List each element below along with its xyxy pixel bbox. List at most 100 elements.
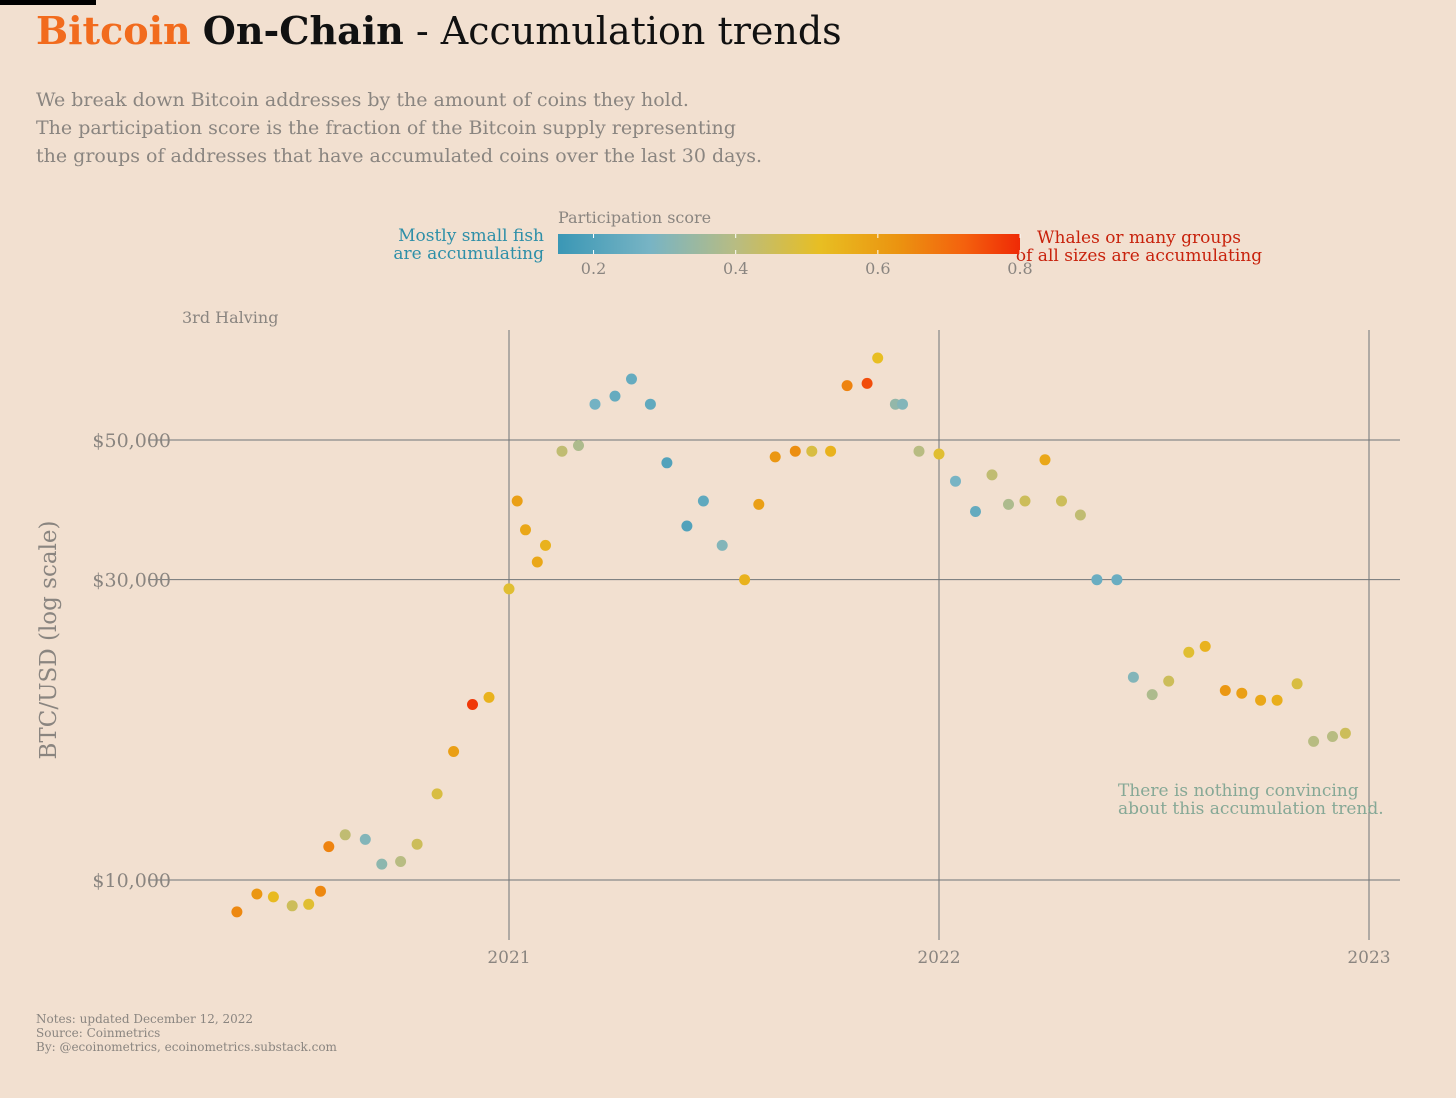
data-point [483,691,495,703]
footer-line: By: @ecoinometrics, ecoinometrics.substa… [36,1040,337,1054]
legend-tick-label: 0.2 [581,259,606,278]
data-point [681,520,693,532]
data-point [1127,671,1139,683]
legend: Participation score Mostly small fish ar… [393,208,1262,278]
data-point [1019,495,1031,507]
data-point [231,906,243,918]
data-point [339,829,351,841]
data-point [359,833,371,845]
data-point [950,475,961,487]
data-point [286,900,298,912]
page-title: Bitcoin On-Chain - Accumulation trends [36,8,842,53]
data-point [315,885,326,897]
data-point [970,506,981,517]
data-point [872,352,884,364]
data-point [411,838,423,850]
data-point [531,556,543,568]
data-point [789,445,801,457]
y-tick-label: $10,000 [92,870,171,892]
data-point [825,445,837,457]
y-axis-tick-labels: $10,000 $30,000 $50,000 [92,430,171,892]
data-point [913,445,925,457]
data-point [1291,678,1303,690]
data-point [644,398,656,410]
legend-right-label: of all sizes are accumulating [1016,246,1262,266]
x-tick-label: 2022 [917,948,960,968]
gridlines [148,330,1400,940]
data-point [661,457,673,469]
data-point [753,498,765,510]
title-rest: - Accumulation trends [403,9,842,53]
data-point [573,440,584,451]
data-point [897,398,908,410]
x-tick-label: 2021 [487,948,530,968]
data-point [1163,675,1175,687]
data-point [1327,731,1338,742]
data-point [376,858,388,870]
x-axis-tick-labels: 2021 2022 2023 [487,948,1390,968]
data-point [448,746,460,757]
legend-gradient-bar [558,234,1020,254]
data-point [1091,574,1103,586]
data-point [986,469,998,481]
data-points [231,352,1351,918]
halving-annotation: 3rd Halving [182,308,278,327]
data-point [1219,685,1231,696]
data-point [511,495,523,507]
subtitle-line: We break down Bitcoin addresses by the a… [36,89,689,111]
subtitle: We break down Bitcoin addresses by the a… [36,86,762,170]
data-point [1146,689,1158,701]
data-point [467,699,478,710]
data-point [861,377,873,389]
annotation-note: about this accumulation trend. [1118,799,1384,819]
data-point [1199,640,1211,652]
data-point [1003,498,1014,510]
legend-right-label: Whales or many groups [1037,228,1241,248]
data-point [1111,574,1123,586]
data-point [1074,509,1086,521]
data-point [503,583,515,595]
legend-left-label: Mostly small fish [398,226,544,246]
data-point [609,390,621,402]
data-point [1183,646,1195,658]
footer: Notes: updated December 12, 2022 Source:… [36,1012,337,1054]
title-brand: Bitcoin [36,8,191,53]
data-point [716,539,728,551]
data-point [251,888,263,900]
legend-title: Participation score [558,208,711,227]
data-point [841,380,853,392]
data-point [267,891,279,903]
x-tick-label: 2023 [1347,948,1390,968]
data-point [933,448,945,460]
data-point [1039,454,1051,466]
top-accent-bar [0,0,96,5]
data-point [806,445,818,457]
legend-left-label: are accumulating [393,244,544,264]
annotation-note: There is nothing convincing [1118,781,1359,801]
data-point [431,788,443,800]
title-main: On-Chain [202,8,404,53]
data-point [1255,694,1267,706]
data-point [1339,727,1351,739]
data-point [1271,694,1283,706]
footer-line: Notes: updated December 12, 2022 [36,1012,254,1026]
data-point [739,574,751,586]
legend-tick-label: 0.4 [723,259,748,278]
data-point [626,373,637,385]
legend-tick-label: 0.8 [1007,259,1032,278]
data-point [1236,687,1248,699]
data-point [323,841,335,853]
subtitle-line: the groups of addresses that have accumu… [36,145,763,167]
footer-line: Source: Coinmetrics [36,1026,161,1040]
data-point [520,524,531,536]
data-point [303,898,315,910]
y-tick-label: $30,000 [92,570,171,592]
data-point [1308,735,1320,747]
y-axis-title: BTC/USD (log scale) [36,520,62,759]
subtitle-line: The participation score is the fraction … [36,117,736,139]
data-point [589,398,601,410]
data-point [395,856,407,867]
data-point [1056,495,1067,507]
legend-tick-label: 0.6 [865,259,890,278]
